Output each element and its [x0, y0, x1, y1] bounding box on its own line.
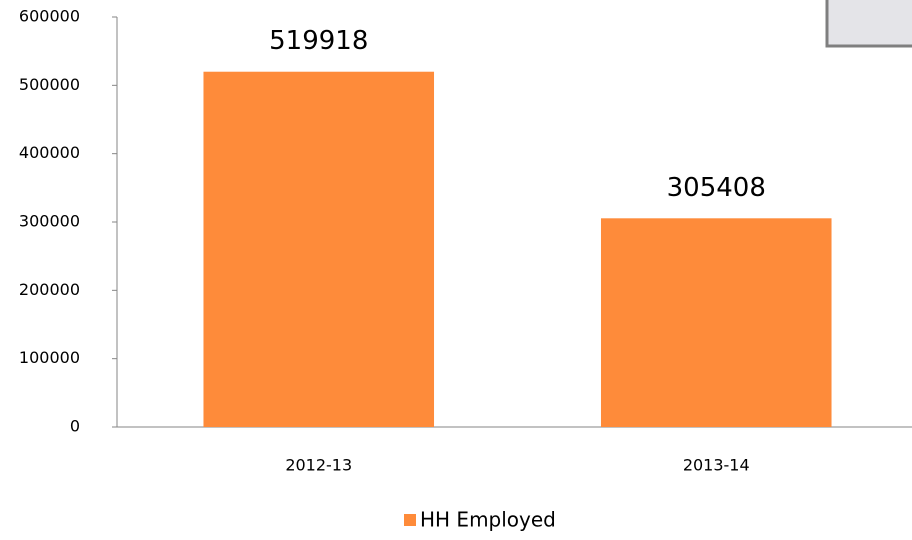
y-tick-label: 400000 — [19, 143, 80, 162]
legend-swatch — [404, 514, 416, 526]
data-label: 305408 — [667, 173, 766, 203]
overlay-box — [825, 0, 912, 48]
y-tick-label: 200000 — [19, 280, 80, 299]
y-tick-label: 500000 — [19, 75, 80, 94]
bar — [600, 218, 832, 427]
x-tick-label: 2012-13 — [285, 456, 352, 475]
y-tick-label: 300000 — [19, 212, 80, 231]
legend-label: HH Employed — [420, 508, 556, 532]
y-tick-label: 100000 — [19, 348, 80, 367]
y-tick-label: 0 — [70, 417, 80, 436]
x-tick-label: 2013-14 — [683, 456, 750, 475]
bar — [203, 71, 435, 427]
y-tick-label: 600000 — [19, 7, 80, 26]
data-label: 519918 — [269, 26, 368, 56]
